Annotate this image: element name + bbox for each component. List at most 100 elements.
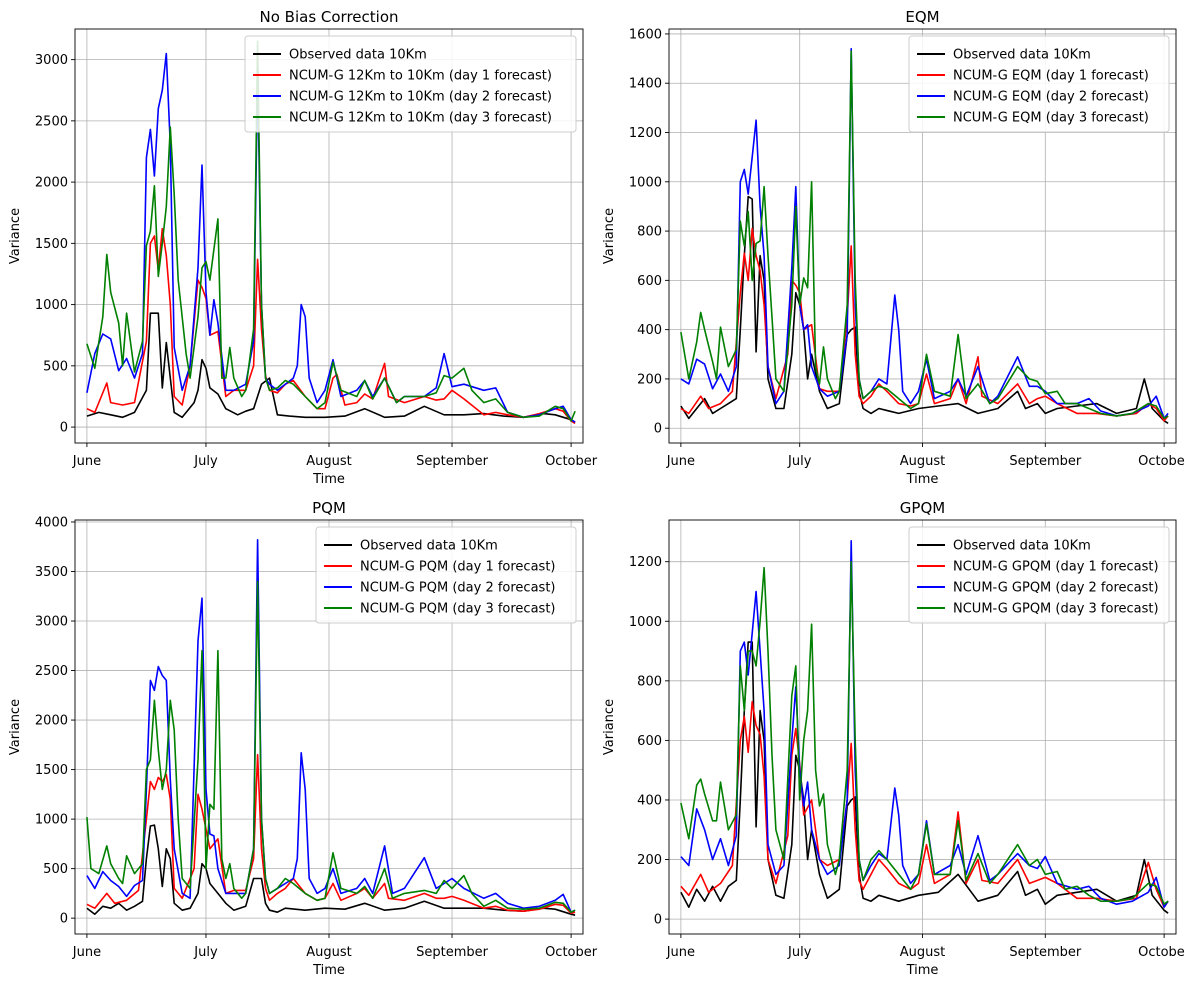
- series-line-day1: [86, 753, 576, 914]
- x-tick-label: August: [900, 945, 946, 960]
- series-line-observed: [680, 641, 1169, 914]
- legend-entry: NCUM-G EQM (day 2 forecast): [953, 90, 1149, 105]
- x-tick-label: August: [306, 454, 352, 469]
- y-tick-label: 3000: [35, 53, 68, 68]
- y-tick-label: 1000: [35, 298, 68, 313]
- x-tick-label: July: [193, 454, 218, 469]
- legend-box: [315, 526, 577, 624]
- y-tick-label: 1200: [629, 555, 662, 570]
- legend-box: [908, 526, 1170, 624]
- y-tick-label: 600: [637, 274, 662, 289]
- legend-entry: NCUM-G 12Km to 10Km (day 1 forecast): [289, 69, 552, 84]
- legend: Observed data 10Km NCUM-G EQM (day 1 fore…: [908, 35, 1170, 133]
- y-tick-label: 3500: [35, 565, 68, 580]
- x-tick-label: October: [545, 945, 598, 960]
- x-tick-label: July: [787, 454, 812, 469]
- y-tick-label: 0: [654, 913, 662, 928]
- y-tick-label: 3000: [35, 615, 68, 630]
- x-tick-label: June: [72, 454, 101, 469]
- x-tick-label: July: [787, 945, 812, 960]
- y-tick-label: 200: [637, 372, 662, 387]
- legend-entry: NCUM-G PQM (day 1 forecast): [360, 560, 556, 575]
- x-tick-label: August: [306, 945, 352, 960]
- y-tick-label: 600: [637, 734, 662, 749]
- legend-entry: NCUM-G GPQM (day 3 forecast): [953, 602, 1159, 617]
- y-tick-label: 500: [43, 862, 68, 877]
- chart-panel-3: 0 500 1000 1500 2000 2500 3000 3500 4000 June July…: [8, 499, 598, 978]
- x-tick-label: October: [545, 454, 598, 469]
- legend-entry: NCUM-G GPQM (day 2 forecast): [953, 581, 1159, 596]
- y-axis-label: Variance: [8, 699, 23, 755]
- legend-entry: NCUM-G GPQM (day 1 forecast): [953, 560, 1159, 575]
- series-line-observed: [86, 312, 576, 423]
- chart-panel-4: 0 200 400 600 800 1000 1200 June July August Septe…: [602, 499, 1185, 978]
- x-tick-label: August: [900, 454, 946, 469]
- legend: Observed data 10Km NCUM-G GPQM (day 1 for…: [908, 526, 1170, 624]
- y-tick-label: 1000: [35, 813, 68, 828]
- legend-entry: NCUM-G EQM (day 1 forecast): [953, 69, 1149, 84]
- y-tick-label: 1000: [629, 175, 662, 190]
- y-tick-label: 2000: [35, 714, 68, 729]
- legend-entry: NCUM-G PQM (day 2 forecast): [360, 581, 556, 596]
- y-tick-label: 400: [637, 323, 662, 338]
- legend-box: [244, 35, 577, 133]
- x-tick-label: June: [666, 945, 695, 960]
- legend-entry: Observed data 10Km: [953, 48, 1091, 63]
- y-tick-label: 1400: [629, 77, 662, 92]
- legend-entry: NCUM-G PQM (day 3 forecast): [360, 602, 556, 617]
- chart-panel-1: 0 500 1000 1500 2000 2500 3000 June July August Se…: [8, 8, 598, 487]
- legend-entry: NCUM-G 12Km to 10Km (day 3 forecast): [289, 111, 552, 126]
- series-line-day1: [680, 700, 1169, 908]
- legend-entry: Observed data 10Km: [360, 539, 498, 554]
- y-tick-label: 2500: [35, 114, 68, 129]
- series-line-day3: [86, 40, 576, 422]
- y-tick-label: 0: [654, 422, 662, 437]
- y-tick-label: 1500: [35, 763, 68, 778]
- y-tick-label: 400: [637, 793, 662, 808]
- series-line-day3: [86, 580, 576, 913]
- y-tick-label: 1000: [629, 615, 662, 630]
- x-tick-label: June: [72, 945, 101, 960]
- x-axis-label: Time: [906, 472, 939, 487]
- y-axis-label: Variance: [602, 208, 617, 264]
- y-tick-label: 800: [637, 674, 662, 689]
- x-tick-label: June: [666, 454, 695, 469]
- legend-entry: NCUM-G EQM (day 3 forecast): [953, 111, 1149, 126]
- chart-title: No Bias Correction: [260, 8, 399, 26]
- x-axis-label: Time: [312, 472, 345, 487]
- series-line-observed: [86, 824, 576, 916]
- y-tick-label: 0: [60, 421, 68, 436]
- x-axis-label: Time: [906, 963, 939, 978]
- x-tick-label: July: [193, 945, 218, 960]
- y-tick-label: 500: [43, 359, 68, 374]
- x-tick-label: September: [416, 454, 489, 469]
- chart-panel-2: 0 200 400 600 800 1000 1200 1400 1600 June July Aug…: [602, 8, 1185, 487]
- y-tick-label: 0: [60, 912, 68, 927]
- chart-title: GPQM: [900, 499, 945, 517]
- series-line-day1: [86, 227, 576, 425]
- series-line-day3: [680, 560, 1169, 905]
- y-tick-label: 2500: [35, 664, 68, 679]
- chart-title: PQM: [312, 499, 346, 517]
- y-tick-label: 4000: [35, 515, 68, 530]
- legend-entry: Observed data 10Km: [289, 48, 427, 63]
- x-tick-label: September: [1009, 454, 1082, 469]
- legend-box: [908, 35, 1170, 133]
- y-axis-label: Variance: [8, 208, 23, 264]
- legend-entry: Observed data 10Km: [953, 539, 1091, 554]
- x-tick-label: September: [416, 945, 489, 960]
- x-axis-label: Time: [312, 963, 345, 978]
- series-line-observed: [680, 195, 1169, 424]
- legend-entry: NCUM-G 12Km to 10Km (day 2 forecast): [289, 90, 552, 105]
- chart-title: EQM: [905, 8, 939, 26]
- x-tick-label: October: [1138, 454, 1185, 469]
- y-tick-label: 2000: [35, 176, 68, 191]
- y-tick-label: 1200: [629, 126, 662, 141]
- legend: Observed data 10Km NCUM-G PQM (day 1 fore…: [315, 526, 577, 624]
- x-tick-label: October: [1138, 945, 1185, 960]
- y-tick-label: 1500: [35, 237, 68, 252]
- series-line-day2: [86, 52, 576, 423]
- y-tick-label: 1600: [629, 27, 662, 42]
- x-tick-label: September: [1009, 945, 1082, 960]
